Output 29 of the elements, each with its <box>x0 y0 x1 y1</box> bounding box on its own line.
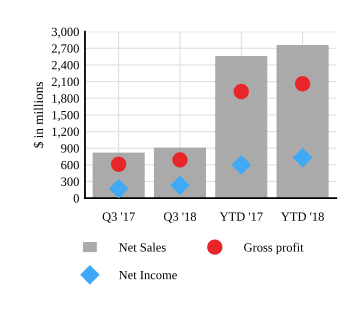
point <box>293 148 312 168</box>
point <box>111 156 126 172</box>
y-tick-label: 600 <box>61 160 79 170</box>
y-tick-label: 900 <box>61 144 79 153</box>
point <box>232 155 251 174</box>
bar <box>215 56 268 198</box>
point <box>234 84 249 100</box>
y-tick-label: 0 <box>74 194 79 203</box>
x-tick-label: Q3 '18 <box>164 212 196 223</box>
y-tick-label: 2,700 <box>52 44 79 55</box>
point <box>172 152 188 168</box>
point <box>170 176 190 195</box>
y-tick-label: 3,000 <box>52 28 79 38</box>
x-tick-label: YTD '18 <box>280 212 324 221</box>
y-tick-label: 2,100 <box>52 78 79 88</box>
y-tick-label: 300 <box>61 178 79 186</box>
bar <box>276 44 329 198</box>
x-tick-label: YTD '17 <box>220 212 263 221</box>
y-axis-title: $ in millions <box>33 82 44 148</box>
y-tick-label: 1,800 <box>52 94 79 104</box>
y-tick-label: 1,200 <box>52 128 79 138</box>
point <box>294 76 310 92</box>
legend-label: Gross profit <box>244 242 304 254</box>
y-tick-label: 2,400 <box>52 60 79 72</box>
point <box>109 179 128 198</box>
legend-label: Net Income <box>119 270 177 280</box>
legend-label: Net Sales <box>119 242 166 252</box>
y-tick-label: 1,500 <box>52 110 79 122</box>
x-tick-label: Q3 '17 <box>102 212 135 223</box>
